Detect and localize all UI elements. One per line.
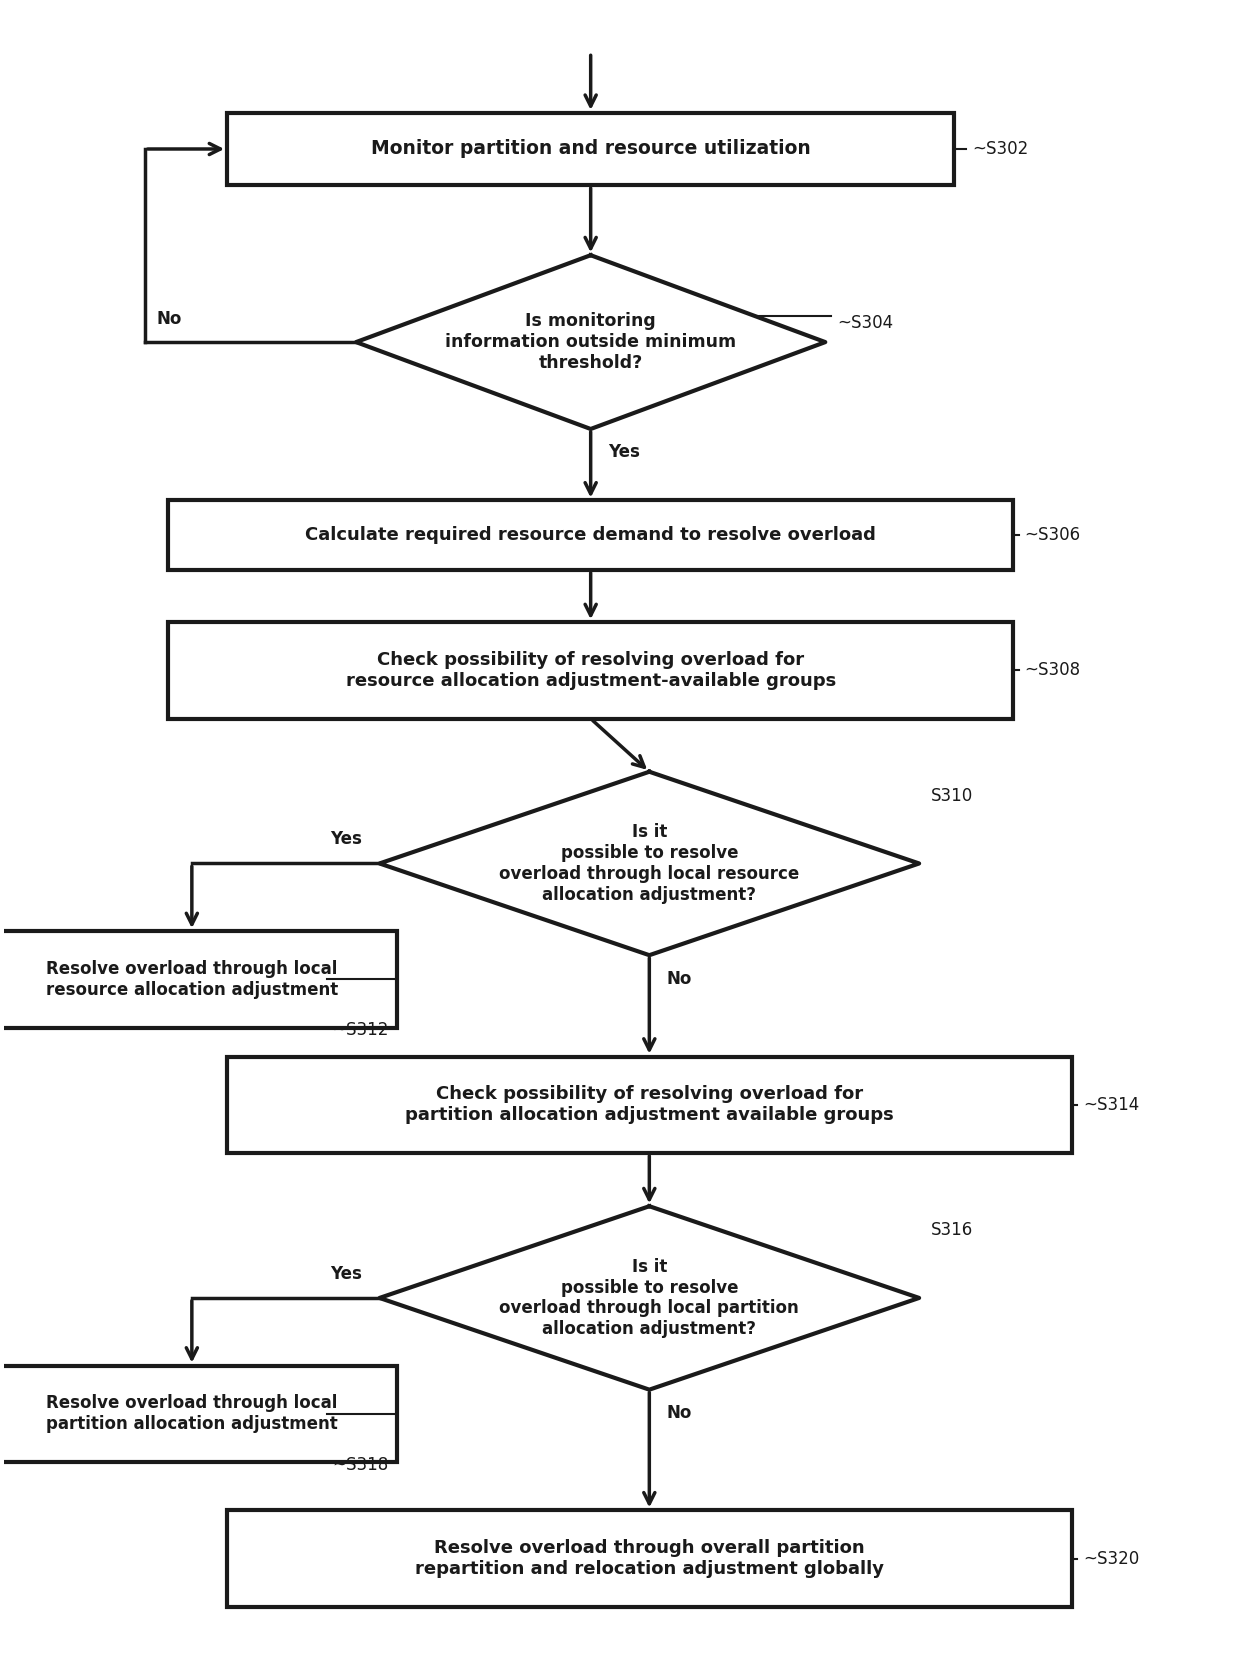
FancyBboxPatch shape bbox=[227, 1056, 1071, 1153]
Text: ~S318: ~S318 bbox=[332, 1455, 389, 1474]
FancyBboxPatch shape bbox=[0, 931, 397, 1028]
FancyBboxPatch shape bbox=[0, 1365, 397, 1462]
FancyBboxPatch shape bbox=[169, 501, 1013, 569]
Text: Check possibility of resolving overload for
partition allocation adjustment avai: Check possibility of resolving overload … bbox=[405, 1085, 894, 1125]
Text: Monitor partition and resource utilization: Monitor partition and resource utilizati… bbox=[371, 140, 811, 159]
Text: No: No bbox=[667, 970, 692, 988]
Text: Is it
possible to resolve
overload through local resource
allocation adjustment?: Is it possible to resolve overload throu… bbox=[500, 823, 800, 903]
Text: Check possibility of resolving overload for
resource allocation adjustment-avail: Check possibility of resolving overload … bbox=[346, 651, 836, 689]
Text: ~S314: ~S314 bbox=[1084, 1097, 1140, 1113]
Text: Resolve overload through overall partition
repartition and relocation adjustment: Resolve overload through overall partiti… bbox=[415, 1539, 884, 1577]
Polygon shape bbox=[379, 1207, 919, 1390]
Polygon shape bbox=[356, 255, 826, 429]
Text: ~S304: ~S304 bbox=[837, 314, 893, 332]
Text: ~S302: ~S302 bbox=[972, 140, 1028, 159]
Text: ~S320: ~S320 bbox=[1084, 1549, 1140, 1567]
Text: Is monitoring
information outside minimum
threshold?: Is monitoring information outside minimu… bbox=[445, 312, 737, 372]
FancyBboxPatch shape bbox=[227, 1510, 1071, 1607]
Text: Yes: Yes bbox=[609, 444, 640, 461]
Text: Is it
possible to resolve
overload through local partition
allocation adjustment: Is it possible to resolve overload throu… bbox=[500, 1258, 800, 1339]
Text: No: No bbox=[156, 310, 182, 327]
Polygon shape bbox=[379, 771, 919, 955]
Text: Yes: Yes bbox=[330, 831, 362, 848]
Text: Resolve overload through local
partition allocation adjustment: Resolve overload through local partition… bbox=[46, 1394, 337, 1434]
Text: No: No bbox=[667, 1404, 692, 1422]
Text: S316: S316 bbox=[931, 1222, 973, 1240]
Text: Yes: Yes bbox=[330, 1265, 362, 1283]
Text: ~S306: ~S306 bbox=[1024, 526, 1081, 544]
FancyBboxPatch shape bbox=[169, 623, 1013, 719]
Text: ~S312: ~S312 bbox=[332, 1021, 389, 1040]
FancyBboxPatch shape bbox=[227, 113, 955, 185]
Text: Resolve overload through local
resource allocation adjustment: Resolve overload through local resource … bbox=[46, 960, 339, 998]
Text: Calculate required resource demand to resolve overload: Calculate required resource demand to re… bbox=[305, 526, 877, 544]
Text: ~S308: ~S308 bbox=[1024, 661, 1081, 679]
Text: S310: S310 bbox=[931, 786, 973, 804]
